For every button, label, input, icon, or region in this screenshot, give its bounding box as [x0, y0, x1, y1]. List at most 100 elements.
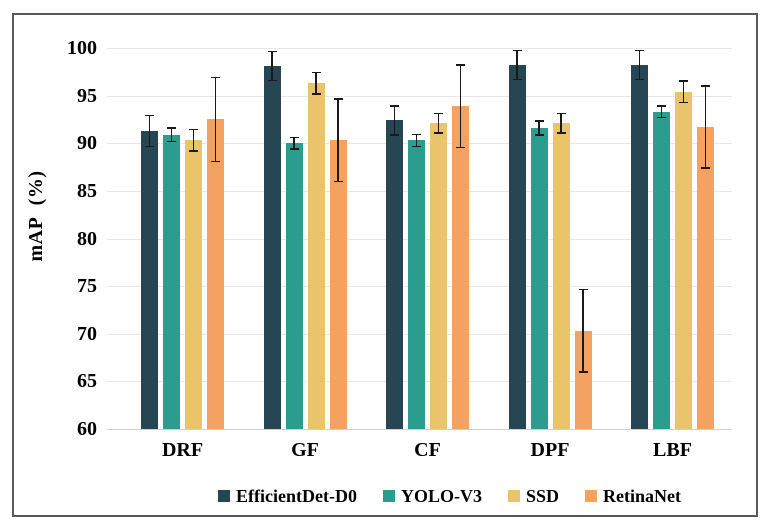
x-axis-line — [107, 429, 732, 430]
error-stem — [393, 105, 396, 136]
legend: EfficientDet-D0 YOLO-V3 SSD RetinaNet — [137, 483, 762, 509]
legend-item-efficientdet-d0: EfficientDet-D0 — [218, 486, 357, 507]
error-stem — [293, 136, 295, 150]
bar-column — [285, 48, 303, 429]
error-cap-bottom — [333, 180, 343, 183]
bar-column — [452, 48, 469, 429]
error-stem — [582, 288, 584, 373]
error-bar — [512, 49, 522, 81]
error-cap-bottom — [556, 132, 566, 134]
error-cap-bottom — [701, 167, 710, 169]
bar-ssd-dpf — [552, 123, 570, 429]
error-bar — [635, 49, 644, 81]
bar-column — [408, 48, 425, 429]
y-tick-label-70: 70 — [77, 322, 97, 345]
bar-column — [653, 48, 670, 429]
legend-item-retinanet: RetinaNet — [585, 486, 681, 507]
error-stem — [682, 80, 685, 104]
error-cap-bottom — [211, 160, 220, 163]
y-tick-label-85: 85 — [77, 179, 97, 202]
x-tick-label-dpf: DPF — [530, 439, 570, 461]
y-tick-label-90: 90 — [77, 132, 97, 155]
error-stem — [170, 127, 173, 143]
error-cap-bottom — [434, 132, 443, 134]
bar-column — [552, 48, 570, 429]
error-stem — [192, 128, 195, 152]
bar-yolo-v3-gf — [285, 143, 303, 429]
bar-column — [675, 48, 692, 429]
error-stem — [437, 112, 440, 134]
y-tick-label-80: 80 — [77, 227, 97, 250]
error-cap-bottom — [456, 146, 465, 148]
error-cap-bottom — [189, 150, 198, 152]
bar-retinanet-lbf — [697, 127, 714, 429]
bar-group-lbf — [631, 48, 714, 429]
error-stem — [337, 98, 339, 183]
bar-column — [163, 48, 180, 429]
legend-label: RetinaNet — [603, 485, 681, 506]
bar-column — [631, 48, 648, 429]
bar-column — [508, 48, 526, 429]
error-bar — [657, 105, 666, 119]
bar-group-dpf — [508, 48, 592, 429]
error-stem — [660, 105, 663, 119]
x-tick-label-drf: DRF — [161, 439, 204, 461]
bar-column — [574, 48, 592, 429]
bar-efficientdet-d0-drf — [141, 130, 158, 429]
gridline-100 — [107, 48, 732, 49]
error-bar — [701, 85, 710, 169]
error-stem — [516, 49, 518, 81]
error-cap-bottom — [311, 93, 321, 95]
bar-retinanet-gf — [329, 140, 347, 429]
legend-label: YOLO-V3 — [400, 485, 482, 506]
error-stem — [459, 64, 462, 148]
error-stem — [560, 112, 562, 134]
bar-column — [386, 48, 403, 429]
bar-ssd-lbf — [675, 91, 692, 429]
bar-efficientdet-d0-lbf — [631, 65, 648, 429]
bar-yolo-v3-dpf — [530, 128, 548, 429]
y-tick-label-60: 60 — [77, 418, 97, 440]
error-bar — [578, 288, 588, 373]
bar-ssd-gf — [307, 83, 325, 429]
error-stem — [315, 71, 317, 95]
gridline-95 — [107, 95, 732, 97]
error-bar — [333, 98, 343, 183]
error-cap-bottom — [390, 134, 399, 136]
error-bar — [434, 112, 443, 134]
legend-item-yolo-v3: YOLO-V3 — [382, 485, 482, 507]
bar-yolo-v3-drf — [163, 134, 180, 429]
bar-retinanet-drf — [207, 119, 224, 429]
bar-group-drf — [141, 48, 224, 429]
error-bar — [211, 76, 220, 163]
legend-item-ssd: SSD — [507, 486, 559, 507]
error-cap-bottom — [412, 145, 421, 148]
figure-frame: mAP (%) 60 65 70 75 80 85 90 95 100 DRF GF CF DPF LBF… — [12, 13, 758, 517]
error-bar — [311, 71, 321, 95]
error-stem — [214, 76, 217, 163]
error-cap-bottom — [635, 78, 644, 81]
bar-column — [263, 48, 281, 429]
bar-column — [141, 48, 158, 429]
legend-swatch-icon — [507, 490, 520, 502]
error-cap-bottom — [512, 78, 522, 81]
x-tick-label-gf: GF — [291, 439, 319, 461]
error-bar — [145, 114, 154, 148]
bar-efficientdet-d0-gf — [263, 66, 281, 429]
error-cap-bottom — [578, 371, 588, 373]
error-bar — [679, 80, 688, 104]
error-stem — [148, 114, 151, 148]
x-tick-label-lbf: LBF — [653, 439, 692, 461]
x-tick-label-cf: CF — [414, 439, 441, 461]
bar-yolo-v3-cf — [408, 140, 425, 429]
bar-efficientdet-d0-dpf — [508, 65, 526, 429]
legend-swatch-icon — [382, 490, 395, 502]
error-bar — [289, 136, 299, 150]
error-cap-bottom — [289, 148, 299, 150]
error-bar — [534, 120, 544, 136]
bar-column — [307, 48, 325, 429]
error-cap-bottom — [534, 134, 544, 136]
error-bar — [412, 133, 421, 148]
bar-efficientdet-d0-cf — [386, 120, 403, 429]
error-bar — [390, 105, 399, 136]
